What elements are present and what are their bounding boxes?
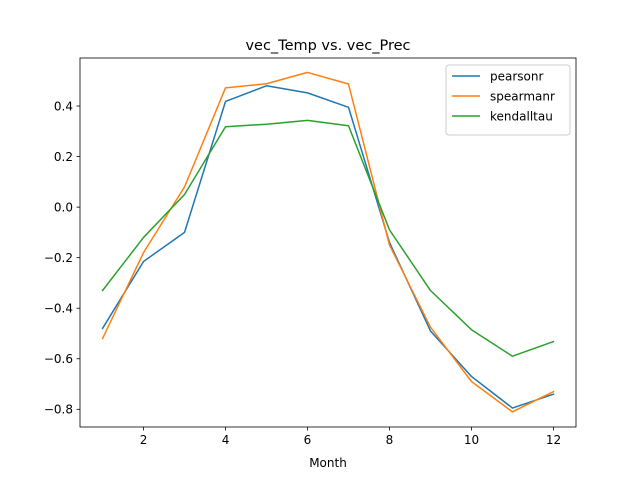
series-line-spearmanr [101,71,555,413]
legend: pearsonr spearmanr kendalltau [445,64,571,136]
series-layer [101,71,555,413]
x-tick-label: 6 [304,433,312,447]
y-tick-label: 0.0 [54,200,73,214]
y-tick-label: 0.4 [54,99,73,113]
x-tick-label: 2 [140,433,148,447]
plot-area-frame [79,57,577,428]
y-tick-label: −0.2 [44,251,73,265]
y-tick-label: −0.6 [44,352,73,366]
y-tick-label: −0.4 [44,302,73,316]
legend-label-pearsonr: pearsonr [490,69,543,83]
series-line-kendalltau [101,119,555,357]
x-tick-label: 12 [546,433,561,447]
legend-box [445,64,571,136]
x-axis-title: Month [309,456,347,470]
x-tick-label: 8 [386,433,394,447]
legend-label-spearmanr: spearmanr [490,89,555,103]
chart-title: vec_Temp vs. vec_Prec [245,38,410,54]
legend-label-kendalltau: kendalltau [490,109,553,123]
x-tick-label: 10 [464,433,479,447]
y-tick-label: −0.8 [44,403,73,417]
x-axis-ticks: 2 4 6 8 10 12 [140,427,561,447]
y-tick-label: 0.2 [54,150,73,164]
series-line-pearsonr [101,85,555,409]
y-axis-ticks: −0.8 −0.6 −0.4 −0.2 0.0 0.2 0.4 [44,99,80,417]
x-tick-label: 4 [222,433,230,447]
